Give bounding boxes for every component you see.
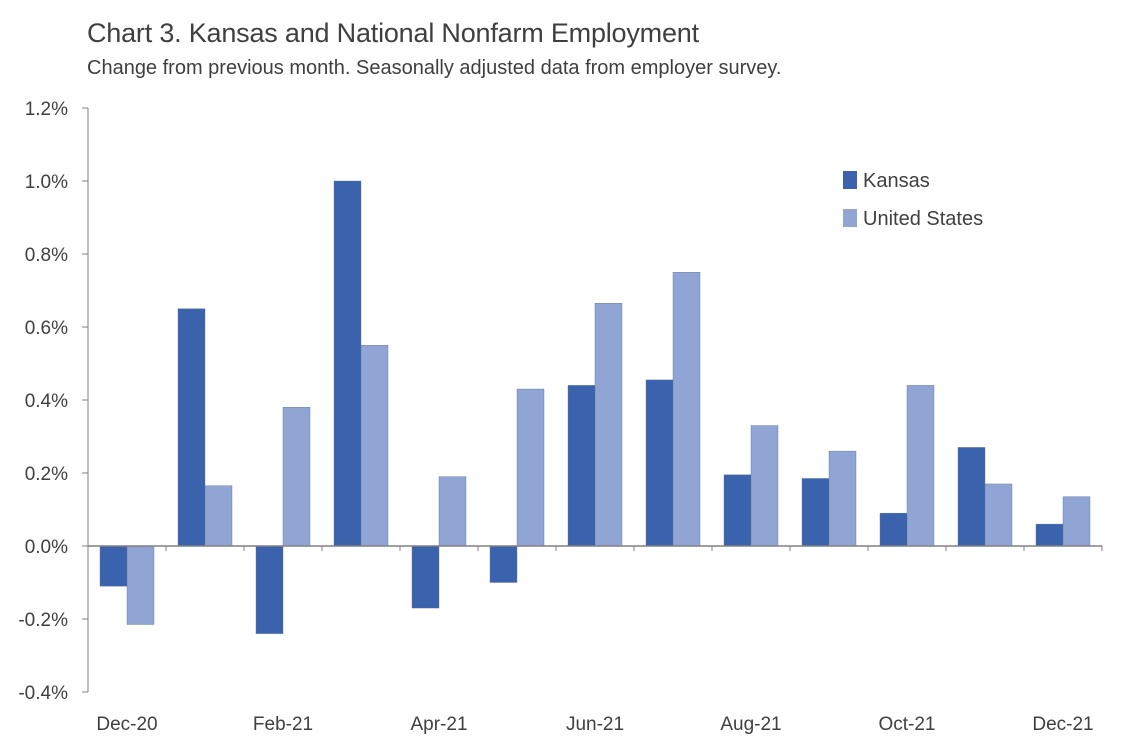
legend-label: United States: [863, 208, 983, 230]
bar-kansas: [879, 512, 908, 547]
bar-united-states: [750, 425, 779, 547]
bar-kansas: [801, 478, 830, 547]
bar-kansas: [957, 447, 986, 547]
x-tick-label: Oct-21: [878, 714, 935, 735]
bar-united-states: [594, 303, 623, 547]
bar-united-states: [828, 450, 857, 547]
y-tick-label: 1.2%: [25, 99, 68, 120]
bar-united-states: [984, 483, 1013, 547]
chart-subtitle: Change from previous month. Seasonally a…: [87, 57, 782, 79]
bar-united-states: [360, 345, 389, 547]
chart-title: Chart 3. Kansas and National Nonfarm Emp…: [87, 18, 699, 48]
x-tick-label: Jun-21: [566, 714, 624, 735]
bar-united-states: [672, 272, 701, 547]
bar-united-states: [438, 476, 467, 547]
x-tick-label: Dec-21: [1032, 714, 1093, 735]
legend-swatch: [843, 209, 857, 227]
bar-kansas: [255, 545, 284, 634]
y-tick-label: 1.0%: [25, 172, 68, 193]
bar-kansas: [411, 545, 440, 609]
x-tick-label: Aug-21: [720, 714, 781, 735]
bar-united-states: [1062, 496, 1091, 547]
bar-kansas: [723, 474, 752, 547]
bar-kansas: [333, 180, 362, 547]
bar-kansas: [99, 545, 128, 587]
bar-kansas: [567, 385, 596, 547]
y-tick-label: 0.8%: [25, 245, 68, 266]
y-tick-label: 0.2%: [25, 464, 68, 485]
bar-united-states: [516, 388, 545, 547]
y-tick-label: 0.6%: [25, 318, 68, 339]
bar-kansas: [489, 545, 518, 583]
y-tick-label: -0.2%: [18, 610, 68, 631]
bar-united-states: [906, 385, 935, 547]
bar-united-states: [204, 485, 233, 547]
bar-united-states: [282, 407, 311, 547]
bar-united-states: [126, 545, 155, 625]
legend-label: Kansas: [863, 170, 930, 192]
y-tick-label: 0.4%: [25, 391, 68, 412]
y-tick-label: -0.4%: [18, 683, 68, 704]
bar-kansas: [177, 308, 206, 547]
bar-kansas: [645, 379, 674, 547]
x-tick-label: Apr-21: [410, 714, 467, 735]
x-tick-label: Dec-20: [96, 714, 157, 735]
y-tick-label: 0.0%: [25, 537, 68, 558]
x-tick-label: Feb-21: [253, 714, 313, 735]
legend-swatch: [843, 171, 857, 189]
bar-kansas: [1035, 523, 1064, 547]
